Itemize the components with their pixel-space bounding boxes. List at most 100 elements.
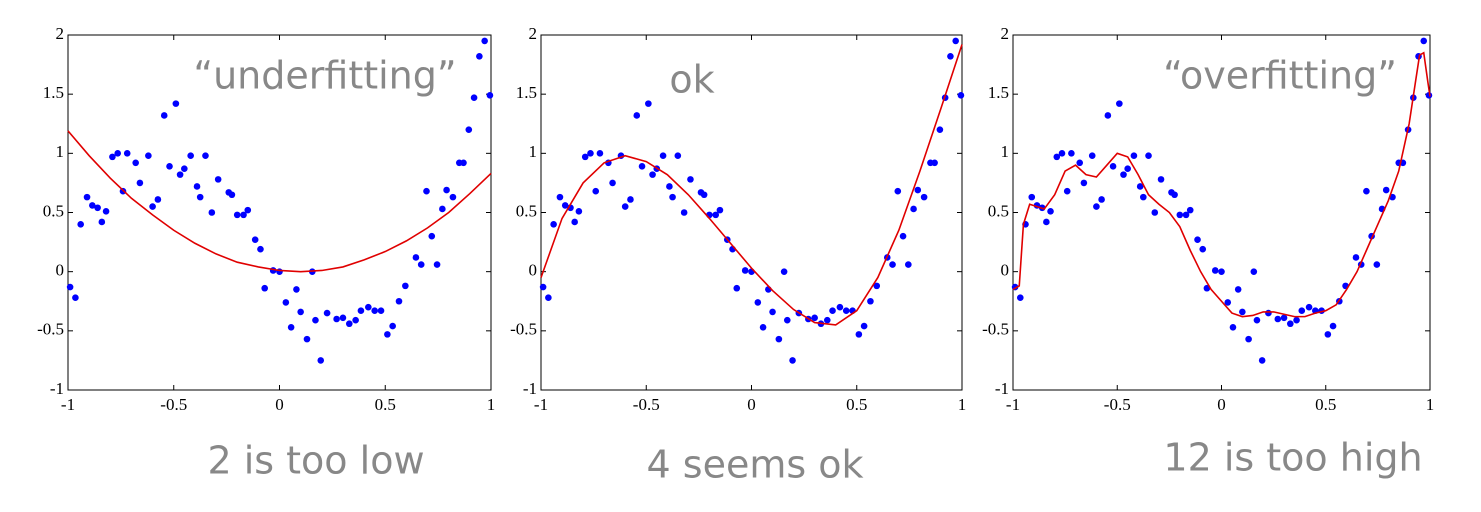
annotation: “underfitting” [193,54,456,98]
data-point [77,221,84,228]
data-point [741,267,749,274]
data-point [402,282,409,290]
data-point [323,309,331,317]
y-tick-label: 1 [529,142,538,161]
data-point [1076,159,1084,167]
data-point [443,186,450,194]
data-point [1043,218,1050,226]
data-point [1265,309,1272,317]
y-tick-label: 2 [1001,24,1010,43]
y-tick-label: -1 [523,379,537,398]
data-point [545,294,552,302]
data-point [312,316,319,324]
data-point [769,308,776,316]
data-point [1293,316,1300,324]
y-tick-label: 0.5 [516,201,537,220]
data-point [1093,203,1100,210]
data-point [873,282,881,290]
data-point [842,307,850,315]
data-point [1157,176,1165,183]
data-point [952,37,959,45]
data-point [417,261,425,268]
data-point [98,218,106,226]
y-tick-label: 0.5 [43,201,64,220]
data-point [1104,112,1112,119]
data-point [433,261,441,268]
y-tick-label: -1 [995,379,1009,398]
data-point [1136,183,1144,190]
data-point [914,186,922,194]
y-tick-label: -0.5 [982,320,1009,339]
data-point [136,179,144,187]
data-point [1258,357,1266,364]
data-point [1130,152,1138,159]
data-point [145,152,152,159]
data-point [666,183,673,190]
data-point [910,205,917,213]
data-point [172,100,180,107]
data-point [550,221,557,228]
data-point [1116,100,1123,107]
data-point [261,284,268,292]
data-point [931,159,938,167]
x-tick-label: -1 [1006,395,1020,414]
data-point [123,150,131,157]
data-point [645,100,652,107]
data-point [1274,315,1282,323]
x-tick-label: 1 [1426,395,1435,414]
data-point [1151,209,1159,216]
data-point [1176,211,1184,219]
caption: 4 seems ok [647,443,864,487]
data-point [1373,261,1381,268]
data-point [556,193,564,201]
data-point [587,150,594,157]
data-point [72,294,79,302]
data-point [1145,152,1152,159]
data-point [1287,320,1294,328]
y-tick-label: 2 [56,24,65,43]
data-point [389,322,396,330]
data-point [1120,171,1127,178]
data-point [1058,150,1066,157]
data-point [166,163,173,170]
data-point [257,245,264,253]
data-point [659,152,667,159]
data-point [293,286,300,293]
data-point [680,209,688,216]
data-point [1250,268,1258,275]
data-point [176,171,184,178]
data-point [365,303,372,311]
data-point [1420,37,1428,45]
x-tick-label: -1 [61,395,75,414]
data-point [575,208,583,215]
data-point [465,126,473,133]
data-point [561,202,569,209]
data-point [1234,286,1242,293]
fit-line [540,44,963,326]
data-point [783,316,791,324]
data-point [1016,294,1024,302]
data-point [936,126,944,133]
annotation: ok [669,58,714,102]
data-point [1224,299,1232,306]
data-point [920,193,928,201]
data-point [1253,316,1261,324]
data-point [83,193,91,201]
data-point [214,176,222,183]
data-point [412,254,420,261]
data-point [829,307,836,315]
data-point [1363,187,1370,195]
data-point [947,53,954,60]
x-tick-label: 0 [275,395,284,414]
data-point [1239,308,1246,316]
data-point [251,236,259,244]
data-point [109,153,116,161]
y-tick-label: 1.5 [43,83,64,102]
data-point [154,196,162,203]
data-point [894,187,902,195]
data-point [208,209,216,216]
data-point [627,196,634,203]
x-tick-label: 0 [1217,395,1226,414]
data-point [1182,211,1190,219]
